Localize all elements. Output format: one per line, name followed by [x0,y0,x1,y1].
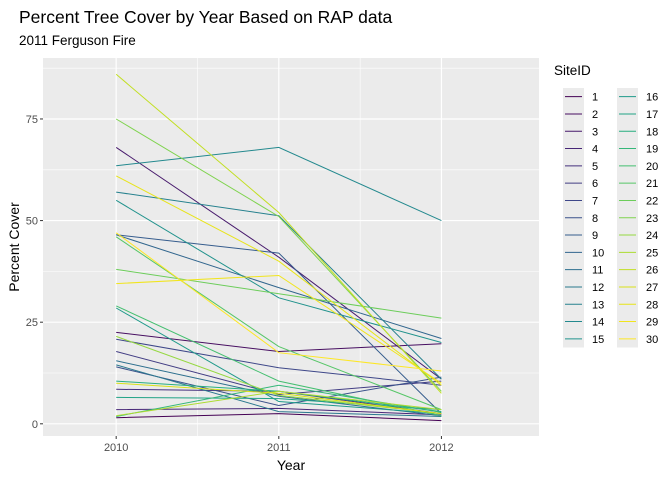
x-tick-label: 2010 [104,442,128,454]
series-line-1 [116,413,442,422]
legend-label-17: 17 [646,109,658,121]
series-line-21 [115,236,442,411]
series-line-20 [115,305,442,417]
series-line-7 [116,338,442,386]
legend-label-25: 25 [646,247,658,259]
series-line-22 [116,268,442,319]
legend-label-3: 3 [592,126,598,138]
legend-label-18: 18 [646,126,658,138]
series-line-13 [116,191,442,380]
series-line-3 [115,146,442,380]
y-tick-label: 25 [26,317,38,329]
chart-title: Percent Tree Cover by Year Based on RAP … [19,7,393,27]
series-line-9 [116,234,442,414]
series-line-24 [116,335,442,415]
series-line-4 [116,407,442,416]
legend-label-7: 7 [592,195,598,207]
legend-label-29: 29 [646,317,658,329]
legend-label-15: 15 [592,334,604,346]
legend-label-19: 19 [646,144,658,156]
series-line-30 [115,232,442,372]
series-line-6 [116,351,442,396]
chart-subtitle: 2011 Ferguson Fire [19,33,136,48]
series-line-28 [115,175,442,386]
series-line-8 [116,366,442,407]
legend-label-26: 26 [646,265,658,277]
legend-label-28: 28 [646,299,658,311]
series-line-26 [115,73,442,394]
legend-label-10: 10 [592,247,604,259]
y-axis: 0 25 50 75 [26,114,43,431]
series-line-17 [116,396,442,411]
y-tick-label: 0 [32,419,38,431]
x-tick-label: 2011 [267,442,291,454]
legend-label-22: 22 [646,195,658,207]
y-tick-label: 50 [26,216,38,228]
legend-label-14: 14 [592,317,604,329]
legend-label-13: 13 [592,299,604,311]
legend-label-4: 4 [592,144,598,156]
y-axis-title: Percent Cover [6,202,22,292]
series-line-27 [116,382,442,415]
y-tick-label: 75 [26,114,38,126]
legend-label-30: 30 [646,334,658,346]
series-line-15 [115,199,442,343]
series-lines [115,73,442,422]
x-axis-title: Year [277,457,306,473]
legend-label-27: 27 [646,282,658,294]
legend-label-6: 6 [592,178,598,190]
legend-label-2: 2 [592,109,598,121]
legend-label-23: 23 [646,213,658,225]
x-tick-label: 2012 [429,442,453,454]
legend-label-12: 12 [592,282,604,294]
x-axis: 2010 2011 2012 [104,436,454,454]
legend-label-5: 5 [592,161,598,173]
series-line-25 [116,390,442,417]
legend-label-24: 24 [646,230,658,242]
plot-panel [43,58,539,436]
legend-label-9: 9 [592,230,598,242]
grid-lines [43,58,539,436]
series-line-29 [116,274,442,384]
legend-label-8: 8 [592,213,598,225]
series-line-12 [116,364,442,417]
legend: 1234567891011121314151617181920212223242… [563,88,658,348]
series-line-14 [116,146,442,222]
legend-label-21: 21 [646,178,658,190]
series-line-10 [116,234,442,339]
legend-label-20: 20 [646,161,658,173]
series-line-16 [115,307,442,415]
legend-label-11: 11 [592,265,603,277]
legend-label-1: 1 [592,92,598,104]
legend-title: SiteID [554,63,591,78]
legend-label-16: 16 [646,92,658,104]
